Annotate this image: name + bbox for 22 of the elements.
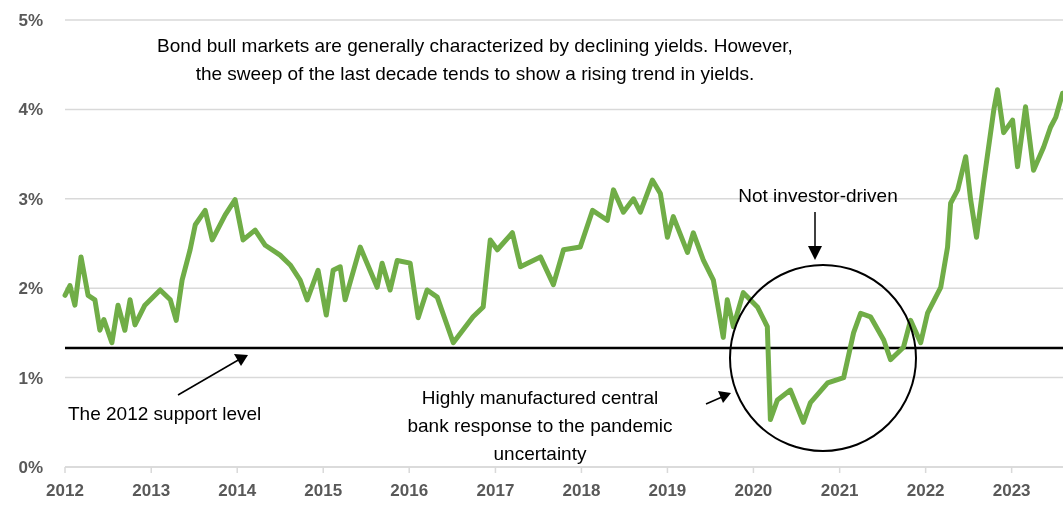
y-tick-label: 5% [18, 11, 43, 30]
annotation: Not investor-driven [738, 185, 898, 206]
x-tick-label: 2014 [218, 481, 257, 500]
y-tick-label: 1% [18, 368, 43, 388]
x-tick-label: 2022 [906, 481, 945, 500]
x-tick-label: 2013 [132, 481, 171, 500]
x-tick-label: 2019 [648, 481, 687, 500]
x-tick-label: 2018 [562, 481, 601, 500]
y-tick-label: 2% [18, 279, 43, 299]
annotation: Bond bull markets are generally characterized by declining yields. However, the sweep of the last decade tends to show a rising trend in yields. [157, 35, 793, 84]
x-tick-label: 2021 [820, 481, 859, 500]
annotation: The 2012 support level [68, 403, 262, 424]
annotation: Highly manufactured central bank response to the pandemic uncertainty [407, 387, 673, 464]
x-tick-label: 2020 [734, 481, 773, 500]
x-tick-label: 2012 [46, 481, 84, 500]
x-tick-label: 2016 [390, 481, 429, 500]
x-tick-label: 2015 [304, 481, 343, 500]
y-tick-label: 4% [18, 100, 43, 120]
y-tick-label: 3% [18, 189, 43, 209]
x-tick-label: 2023 [992, 481, 1031, 500]
y-tick-label: 0% [18, 458, 43, 477]
x-tick-label: 2017 [476, 481, 515, 500]
